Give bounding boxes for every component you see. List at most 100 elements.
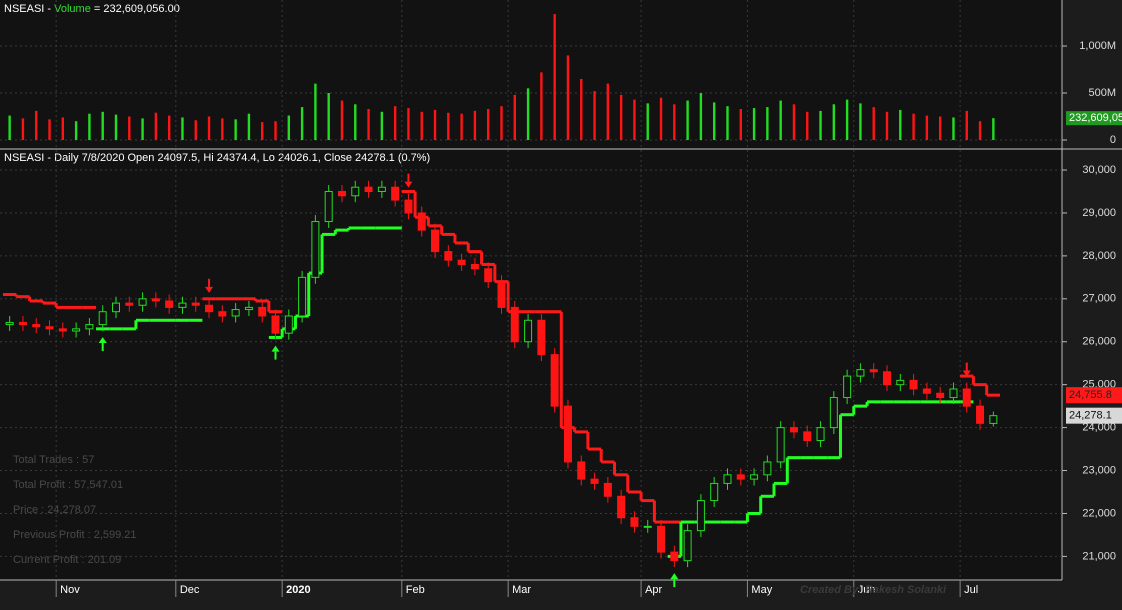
candle-body [909, 379, 918, 390]
candle-body [484, 268, 493, 283]
candle-body [98, 311, 107, 326]
volume-bar [221, 118, 224, 140]
sell-arrow [962, 370, 971, 377]
candle-body [776, 427, 785, 463]
candle-body [58, 328, 67, 332]
volume-bar [314, 83, 317, 140]
volume-bar [726, 106, 729, 140]
candle-body [510, 306, 519, 343]
candle-body [976, 405, 985, 424]
candle-body [577, 461, 586, 480]
volume-bar [925, 115, 929, 140]
watermark: Created By: Rakesh Solanki [800, 584, 947, 596]
volume-title: NSEASI - Volume = 232,609,056.00 [4, 3, 180, 15]
candle-body [417, 212, 426, 231]
candle-body [843, 375, 852, 399]
candle-body [85, 324, 94, 330]
buy-arrow [670, 573, 679, 580]
volume-bar [433, 109, 437, 140]
candle-body [231, 309, 240, 317]
volume-bar [327, 93, 330, 140]
candle-body [710, 482, 719, 502]
close-label-box [1066, 407, 1122, 424]
y-tick-label: 21,000 [1082, 550, 1116, 562]
candle-body [524, 319, 533, 343]
volume-bar [739, 108, 742, 140]
volume-bar [699, 93, 703, 140]
candle-body [364, 186, 373, 192]
volume-bar [261, 122, 264, 140]
candle-body [816, 427, 825, 441]
volume-bar [792, 104, 796, 140]
candle-body [178, 302, 187, 308]
volume-bar [832, 104, 836, 140]
candle-body [989, 415, 998, 424]
volume-bar [819, 110, 822, 140]
volume-bar [8, 115, 11, 140]
x-tick-label: 2020 [286, 584, 310, 596]
candle-body [829, 397, 838, 429]
volume-bar [61, 117, 65, 140]
candle-body [377, 186, 386, 192]
volume-bar [74, 121, 78, 140]
candle-body [138, 298, 147, 306]
volume-bar [553, 14, 556, 140]
volume-bar [872, 107, 875, 140]
y-tick-label: 27,000 [1082, 293, 1116, 305]
volume-bar [380, 111, 384, 140]
volume-bar [633, 99, 636, 140]
volume-bar [766, 107, 769, 140]
volume-bar [619, 94, 623, 140]
volume-bar [88, 113, 91, 140]
volume-bar [513, 94, 516, 140]
last-volume-label: 232,609,056 [1069, 112, 1122, 124]
candle-body [617, 495, 626, 519]
buy-arrow [271, 345, 280, 352]
candle-body [337, 190, 346, 197]
volume-bar [287, 115, 291, 140]
stop-label-box [1066, 387, 1122, 404]
candle-body [550, 354, 559, 407]
stat-text: Price : 24,278.07 [13, 504, 96, 516]
candle-body [284, 315, 293, 334]
volume-bar [912, 113, 915, 140]
candle-body [431, 229, 440, 253]
y-tick-label: 26,000 [1082, 336, 1116, 348]
y-tick-label: 500M [1088, 87, 1116, 99]
candle-body [125, 302, 134, 306]
candle-body [962, 388, 971, 407]
candle-body [165, 300, 174, 308]
candle-body [311, 221, 320, 278]
volume-bar [566, 55, 570, 140]
candle-body [603, 482, 612, 497]
sell-arrow [404, 181, 413, 188]
volume-bar [646, 103, 649, 140]
x-tick-label: Mar [512, 584, 531, 596]
candle-body [5, 321, 14, 326]
y-tick-label: 29,000 [1082, 207, 1116, 219]
candle-body [298, 276, 307, 317]
candle-body [922, 388, 931, 394]
volume-bar [540, 72, 543, 140]
candle-body [869, 369, 878, 373]
volume-bar [154, 112, 158, 140]
stop-label: 24,755.8 [1069, 389, 1112, 401]
candle-body [936, 392, 945, 399]
candle-body [696, 500, 705, 532]
volume-bar [101, 111, 104, 140]
candle-body [72, 328, 81, 332]
candle-body [18, 321, 27, 326]
candle-body [404, 199, 413, 214]
candle-body [151, 298, 160, 302]
candle-body [45, 326, 54, 330]
volume-bar [340, 100, 344, 140]
candle-body [789, 427, 798, 433]
volume-bar [128, 116, 131, 140]
volume-bar [141, 118, 144, 140]
y-tick-label: 24,000 [1082, 422, 1116, 434]
candle-body [218, 311, 227, 317]
candle-body [111, 302, 120, 313]
x-tick-label: Feb [406, 584, 425, 596]
